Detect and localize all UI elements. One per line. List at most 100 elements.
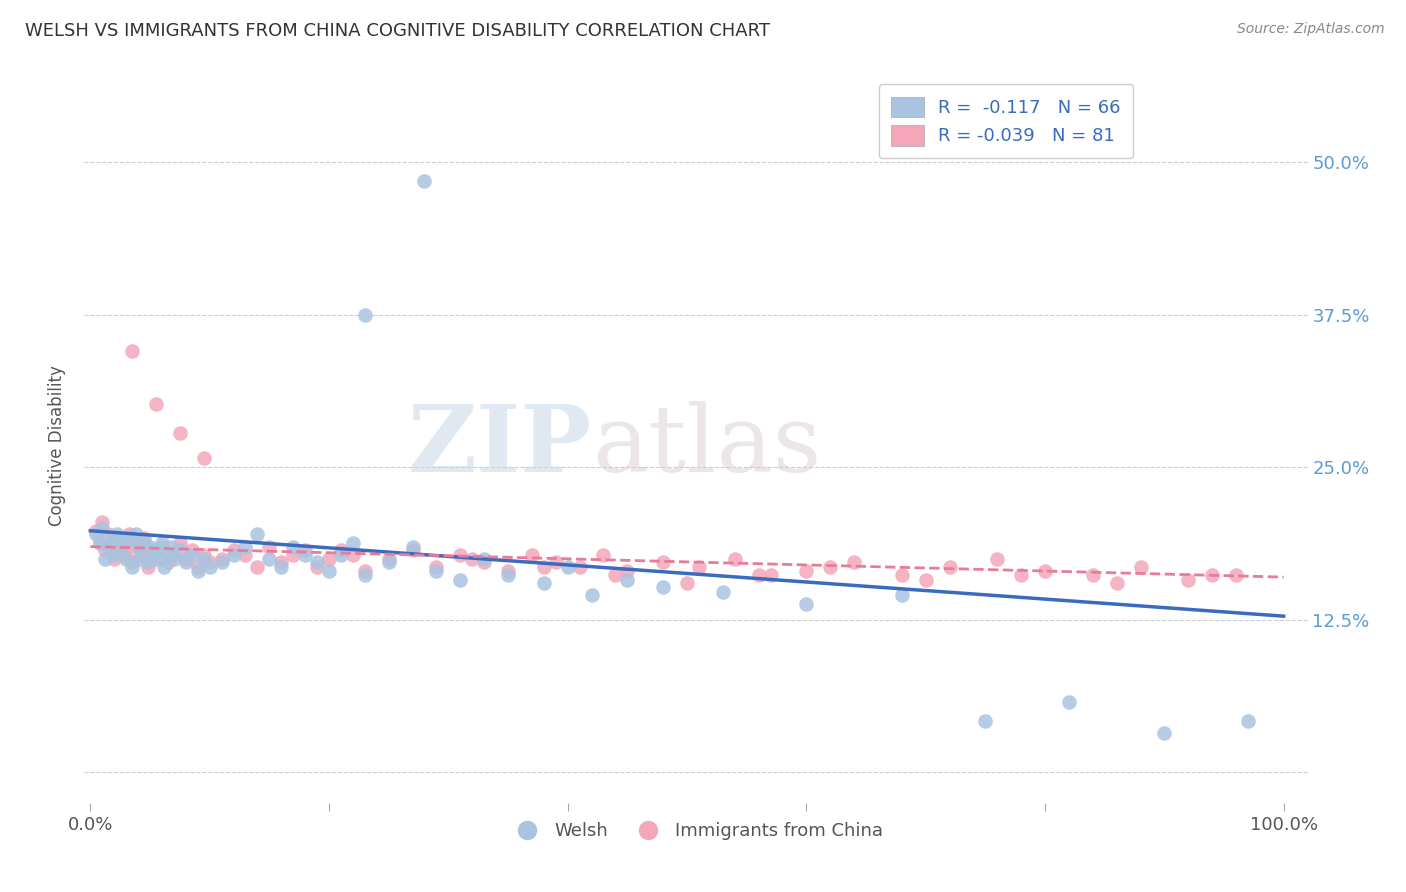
Point <box>544 556 567 570</box>
Point <box>461 551 484 566</box>
Point <box>616 564 638 578</box>
Point <box>377 551 399 566</box>
Point <box>139 540 162 554</box>
Point <box>156 556 179 570</box>
Point <box>136 556 159 570</box>
Point <box>818 560 841 574</box>
Point <box>193 551 215 566</box>
Point <box>1081 567 1104 582</box>
Point <box>124 527 146 541</box>
Point <box>156 548 179 562</box>
Point <box>84 524 107 538</box>
Point <box>401 540 423 554</box>
Point <box>127 540 149 554</box>
Point <box>688 560 710 574</box>
Point <box>986 551 1008 566</box>
Text: Source: ZipAtlas.com: Source: ZipAtlas.com <box>1237 22 1385 37</box>
Point <box>108 543 131 558</box>
Point <box>211 556 233 570</box>
Point <box>235 540 257 554</box>
Point <box>115 551 138 566</box>
Point <box>259 551 281 566</box>
Point <box>652 580 675 594</box>
Point <box>652 556 675 570</box>
Point <box>1033 564 1056 578</box>
Point <box>117 531 139 545</box>
Point <box>193 548 215 562</box>
Legend: Welsh, Immigrants from China: Welsh, Immigrants from China <box>502 815 890 847</box>
Point <box>97 527 120 541</box>
Point <box>307 556 329 570</box>
Point <box>592 548 614 562</box>
Point <box>117 527 139 541</box>
Point <box>97 540 120 554</box>
Point <box>222 548 245 562</box>
Text: ZIP: ZIP <box>408 401 592 491</box>
Point <box>449 548 471 562</box>
Point <box>187 560 209 574</box>
Point <box>353 567 375 582</box>
Point <box>235 548 257 562</box>
Point <box>211 551 233 566</box>
Point <box>472 551 495 566</box>
Point <box>270 556 292 570</box>
Point <box>150 536 173 550</box>
Point <box>938 560 960 574</box>
Point <box>259 540 281 554</box>
Point <box>153 560 176 574</box>
Point <box>283 548 305 562</box>
Point <box>318 564 340 578</box>
Point <box>145 551 167 566</box>
Point <box>93 551 115 566</box>
Point <box>108 540 131 554</box>
Point <box>145 543 167 558</box>
Point <box>283 540 305 554</box>
Point <box>329 548 352 562</box>
Point <box>1201 567 1223 582</box>
Point <box>1225 567 1247 582</box>
Point <box>533 560 555 574</box>
Point <box>180 543 202 558</box>
Point <box>139 543 162 558</box>
Point <box>222 543 245 558</box>
Point <box>105 527 128 541</box>
Point <box>294 548 316 562</box>
Point <box>187 564 209 578</box>
Point <box>129 548 152 562</box>
Point <box>557 560 579 574</box>
Point <box>101 536 124 550</box>
Point <box>472 556 495 570</box>
Point <box>163 548 186 562</box>
Point <box>145 397 167 411</box>
Point <box>353 308 375 322</box>
Point <box>160 540 183 554</box>
Point <box>89 536 111 550</box>
Point <box>377 556 399 570</box>
Point <box>1237 714 1260 728</box>
Point <box>425 560 447 574</box>
Point <box>1057 694 1080 708</box>
Point <box>1153 726 1175 740</box>
Point <box>103 548 125 562</box>
Point <box>890 589 912 603</box>
Point <box>520 548 543 562</box>
Point <box>121 556 143 570</box>
Text: atlas: atlas <box>592 401 821 491</box>
Point <box>198 560 221 574</box>
Point <box>101 531 124 545</box>
Point <box>124 536 146 550</box>
Point <box>112 536 135 550</box>
Point <box>318 551 340 566</box>
Point <box>112 548 135 562</box>
Point <box>169 426 191 441</box>
Point <box>342 536 364 550</box>
Point <box>748 567 770 582</box>
Point <box>724 551 747 566</box>
Point <box>132 531 155 545</box>
Point <box>842 556 865 570</box>
Point <box>449 573 471 587</box>
Point <box>148 551 170 566</box>
Point <box>425 564 447 578</box>
Point <box>246 560 269 574</box>
Point <box>353 564 375 578</box>
